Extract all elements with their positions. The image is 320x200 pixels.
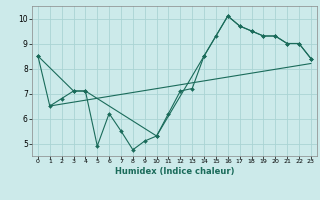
X-axis label: Humidex (Indice chaleur): Humidex (Indice chaleur) bbox=[115, 167, 234, 176]
